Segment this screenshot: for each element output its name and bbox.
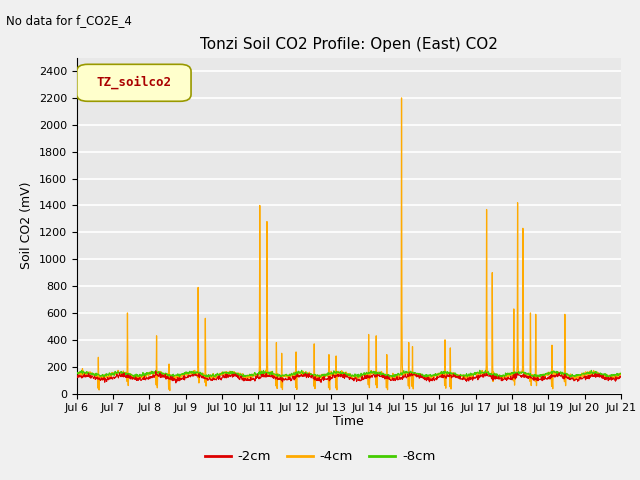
- Y-axis label: Soil CO2 (mV): Soil CO2 (mV): [20, 182, 33, 269]
- X-axis label: Time: Time: [333, 415, 364, 428]
- FancyBboxPatch shape: [77, 64, 191, 101]
- Legend: -2cm, -4cm, -8cm: -2cm, -4cm, -8cm: [199, 445, 441, 468]
- Text: TZ_soilco2: TZ_soilco2: [97, 76, 172, 89]
- Text: No data for f_CO2E_4: No data for f_CO2E_4: [6, 14, 132, 27]
- Title: Tonzi Soil CO2 Profile: Open (East) CO2: Tonzi Soil CO2 Profile: Open (East) CO2: [200, 37, 498, 52]
